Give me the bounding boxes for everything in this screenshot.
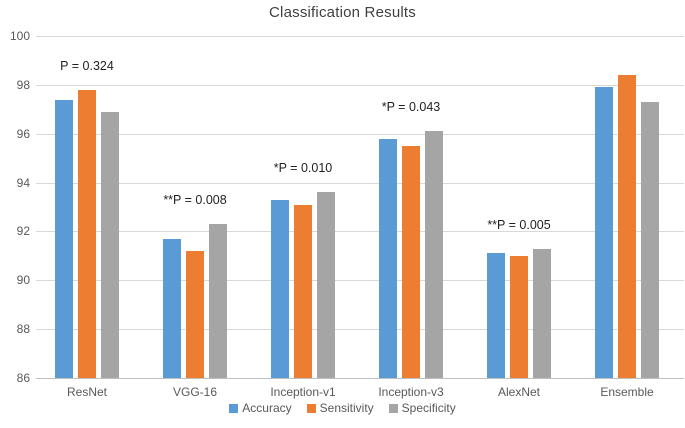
legend-item-accuracy: Accuracy	[229, 401, 292, 415]
bar-specificity-inception-v1	[317, 192, 335, 378]
y-tick-label: 94	[16, 175, 30, 190]
legend-item-sensitivity: Sensitivity	[306, 401, 374, 415]
x-tick-label: VGG-16	[172, 385, 217, 399]
bar-sensitivity-resnet	[78, 89, 96, 378]
gridline	[36, 84, 684, 86]
legend-swatch-icon	[388, 403, 398, 413]
bar-accuracy-vgg-16	[163, 238, 181, 378]
gridline	[36, 182, 684, 184]
gridline	[36, 36, 684, 37]
bar-accuracy-resnet	[55, 99, 73, 378]
bar-sensitivity-alexnet	[510, 255, 528, 378]
legend-swatch-icon	[306, 403, 316, 413]
gridline	[36, 231, 684, 233]
bar-accuracy-alexnet	[487, 253, 505, 378]
bar-specificity-inception-v3	[425, 131, 443, 378]
legend-item-specificity: Specificity	[388, 401, 456, 415]
bar-sensitivity-inception-v3	[402, 145, 420, 378]
x-tick-label: Inception-v1	[270, 385, 336, 399]
y-tick-label: 90	[16, 273, 30, 288]
y-tick-label: 86	[16, 371, 30, 385]
y-tick-label: 98	[16, 77, 30, 92]
gridline	[36, 280, 684, 282]
p-value-label: **P = 0.008	[163, 193, 227, 208]
chart-title: Classification Results	[269, 4, 416, 21]
y-tick-label: 92	[16, 224, 30, 239]
bar-sensitivity-inception-v1	[294, 204, 312, 378]
bar-specificity-vgg-16	[209, 224, 227, 378]
p-value-label: *P = 0.010	[273, 161, 333, 176]
bar-accuracy-inception-v3	[379, 138, 397, 378]
y-tick-label: 88	[16, 322, 30, 337]
p-value-label: P = 0.324	[60, 58, 114, 73]
bar-specificity-ensemble	[641, 102, 659, 378]
bar-accuracy-ensemble	[595, 87, 613, 378]
bar-sensitivity-vgg-16	[186, 251, 204, 378]
x-axis-line	[36, 378, 684, 379]
x-tick-label: AlexNet	[497, 385, 541, 399]
bar-specificity-alexnet	[533, 248, 551, 378]
y-tick-label: 96	[16, 126, 30, 141]
bar-sensitivity-ensemble	[618, 75, 636, 378]
legend-label: Accuracy	[242, 401, 292, 415]
legend-swatch-icon	[229, 403, 239, 413]
x-tick-label: Inception-v3	[378, 385, 444, 399]
x-tick-label: Ensemble	[600, 385, 654, 399]
gridline	[36, 329, 684, 331]
gridline	[36, 133, 684, 135]
p-value-label: *P = 0.043	[381, 100, 441, 115]
p-value-label: **P = 0.005	[487, 217, 551, 232]
x-tick-label: ResNet	[66, 385, 107, 399]
y-tick-label: 100	[9, 29, 30, 43]
legend-label: Specificity	[401, 401, 456, 415]
legend-label: Sensitivity	[319, 401, 374, 415]
legend: Accuracy Sensitivity Specificity	[0, 401, 685, 415]
bar-specificity-resnet	[101, 111, 119, 378]
bar-accuracy-inception-v1	[271, 199, 289, 378]
